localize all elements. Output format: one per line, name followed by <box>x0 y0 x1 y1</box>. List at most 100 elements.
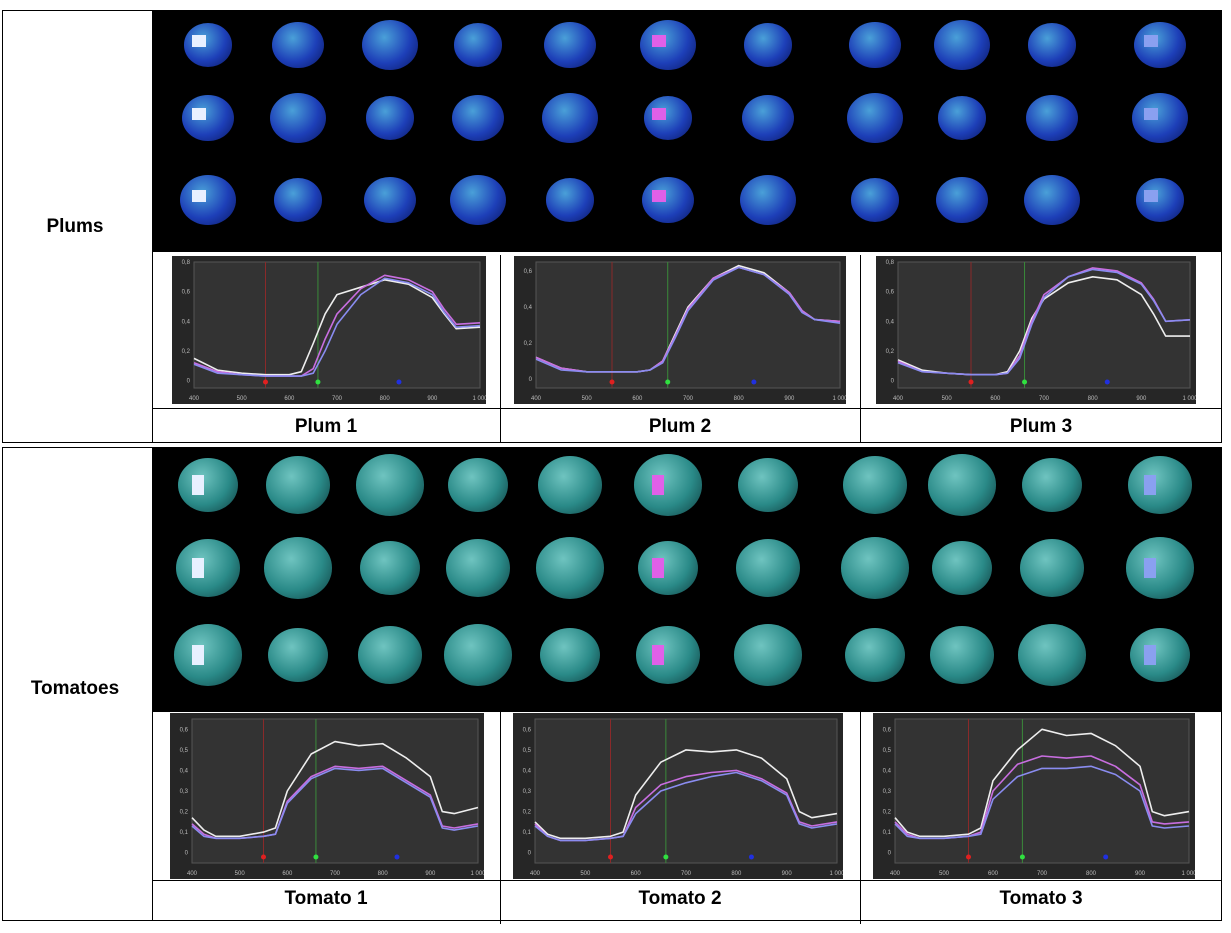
x-tick-label: 400 <box>530 871 541 877</box>
tomato-image <box>176 539 240 597</box>
roi-marker <box>652 35 666 47</box>
x-tick-label: 600 <box>632 396 643 402</box>
x-tick-label: 700 <box>1037 871 1048 877</box>
tomato-image <box>1130 628 1190 682</box>
x-tick-label: 900 <box>425 871 436 877</box>
y-tick-label: 0,3 <box>523 789 532 795</box>
caption-plum-2: Plum 2 <box>648 416 712 437</box>
spectrum-chart: 400 500 600 700 800 900 1 000 0 0,1 0,2 0,3 0,4 0,5 0… <box>873 713 1195 879</box>
y-tick-label: 0 <box>187 379 191 385</box>
spectrum-line-0 <box>193 279 481 376</box>
x-tick-label: 900 <box>1135 871 1146 877</box>
caption-divider <box>152 408 1222 409</box>
y-tick-label: 0,2 <box>523 810 532 816</box>
y-tick-label: 0,5 <box>180 748 189 754</box>
plot-area <box>894 718 1190 864</box>
tomato-image <box>843 456 907 514</box>
y-tick-label: 0,5 <box>523 748 532 754</box>
tomato-image <box>928 454 996 516</box>
x-tick-label: 400 <box>189 396 200 402</box>
y-tick-label: 0,6 <box>523 727 532 733</box>
plum-image <box>546 178 594 222</box>
x-tick-label: 700 <box>330 871 341 877</box>
y-tick-label: 0 <box>528 851 532 857</box>
plum-image <box>640 19 696 71</box>
roi-marker <box>652 558 664 578</box>
x-tick-label: 400 <box>187 871 198 877</box>
plums-panel <box>2 10 1222 443</box>
plum-image <box>847 92 903 144</box>
y-tick-label: 0 <box>891 379 895 385</box>
plot-area <box>535 261 841 389</box>
caption-tomato-2: Tomato 2 <box>638 888 722 909</box>
x-tick-label: 700 <box>332 396 343 402</box>
x-tick-label: 800 <box>1086 871 1097 877</box>
x-tick-label: 900 <box>427 396 438 402</box>
tomato-image <box>634 454 702 516</box>
x-tick-label: 800 <box>734 396 745 402</box>
tomato-image <box>638 541 698 595</box>
x-tick-label: 600 <box>988 871 999 877</box>
plum-image <box>450 174 506 226</box>
separator-label-column <box>152 10 153 443</box>
x-tick-label: 500 <box>235 871 246 877</box>
y-tick-label: 0,3 <box>883 789 892 795</box>
tomato-image <box>1128 456 1192 514</box>
plum-image <box>544 21 596 69</box>
spectrum-chart: 400 500 600 700 800 900 1 000 0 0,1 0,2 0,3 0,4 0,5 0… <box>170 713 484 879</box>
x-tick-label: 1 000 <box>472 396 486 402</box>
tomato-image <box>268 628 328 682</box>
blue-band-marker <box>396 379 402 385</box>
plum-image <box>742 94 794 142</box>
y-tick-label: 0,6 <box>180 727 189 733</box>
green-band-marker <box>665 379 671 385</box>
column-divider <box>500 255 501 443</box>
plum-image <box>744 23 792 67</box>
tomato-image <box>540 628 600 682</box>
caption-tomato-3: Tomato 3 <box>999 888 1083 909</box>
tomato-image <box>930 626 994 684</box>
plum-image <box>642 176 694 224</box>
y-tick-label: 0,4 <box>182 319 191 325</box>
x-tick-label: 800 <box>380 396 391 402</box>
x-tick-label: 900 <box>782 871 793 877</box>
green-band-marker <box>1022 379 1028 385</box>
roi-marker <box>652 645 664 665</box>
plum-image <box>366 96 414 140</box>
spectrum-line-0 <box>191 740 479 838</box>
roi-marker <box>652 475 664 495</box>
x-tick-label: 400 <box>893 396 904 402</box>
tomato-image <box>536 537 604 599</box>
y-tick-label: 0,6 <box>182 290 191 296</box>
spectrum-chart: 400 500 600 700 800 900 1 000 0 0,2 0,4 0,6 0,8 <box>172 256 486 404</box>
roi-marker <box>192 475 204 495</box>
y-tick-label: 0 <box>185 851 189 857</box>
y-tick-label: 0,2 <box>180 810 189 816</box>
plum-image <box>1134 21 1186 69</box>
green-band-marker <box>663 854 669 860</box>
y-tick-label: 0,5 <box>883 748 892 754</box>
x-tick-label: 600 <box>284 396 295 402</box>
spectrum-line-2 <box>535 266 841 373</box>
tomato-image <box>446 539 510 597</box>
roi-marker <box>652 190 666 202</box>
y-tick-label: 0,6 <box>886 290 895 296</box>
x-tick-label: 900 <box>784 396 795 402</box>
x-tick-label: 800 <box>1088 396 1099 402</box>
blue-band-marker <box>748 854 754 860</box>
plum-image <box>934 19 990 71</box>
x-tick-label: 500 <box>582 396 593 402</box>
tomato-image <box>1126 537 1194 599</box>
y-tick-label: 0,4 <box>180 768 189 774</box>
caption-divider <box>152 880 1222 881</box>
spectrum-line-0 <box>894 728 1190 838</box>
tomato-image <box>266 456 330 514</box>
plum-image <box>851 178 899 222</box>
tomato-image <box>738 458 798 512</box>
y-tick-label: 0,1 <box>180 830 189 836</box>
spectrum-line-2 <box>894 765 1190 840</box>
tomatoes-panel <box>2 447 1222 921</box>
separator-label-column <box>152 447 153 921</box>
x-tick-label: 1 000 <box>1182 396 1196 402</box>
blue-band-marker <box>751 379 757 385</box>
